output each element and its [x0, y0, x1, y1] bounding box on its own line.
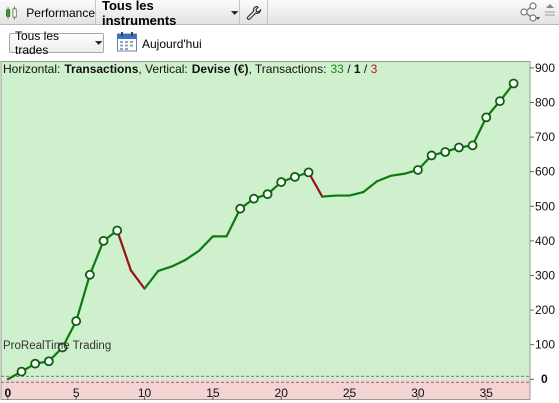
y-tick-label: 500 [535, 199, 555, 213]
instruments-label: Tous les instruments [102, 0, 177, 28]
trade-point [248, 193, 259, 204]
x-tick-label: 35 [480, 386, 494, 400]
equity-segment [143, 269, 160, 290]
trades-filter-dropdown[interactable]: Tous les trades [9, 29, 104, 57]
trade-point [16, 366, 27, 377]
dropdown-arrow-icon [230, 10, 239, 15]
calendar-icon [117, 32, 137, 52]
equity-segment [157, 265, 173, 273]
y-tick-label: 0 [541, 372, 548, 386]
y-tick-label: 300 [535, 268, 555, 282]
equity-segment [88, 239, 105, 276]
share-button[interactable] [519, 2, 541, 22]
x-tick-label: 0 [4, 386, 11, 400]
wrench-icon [246, 5, 261, 20]
x-tick-label: 25 [343, 386, 357, 400]
instruments-dropdown[interactable]: Tous les instruments [96, 0, 240, 28]
equity-segment [170, 258, 187, 268]
equity-segment [198, 235, 214, 252]
trade-point [289, 171, 300, 182]
equity-segment [225, 207, 242, 238]
y-tick-label: 100 [535, 338, 555, 352]
trade-point [426, 150, 437, 161]
trade-point [57, 342, 68, 353]
equity-segment [389, 172, 406, 177]
date-picker-button[interactable] [116, 31, 138, 53]
trade-point [112, 225, 123, 236]
scroll-arrows-icon [545, 4, 555, 16]
trade-point [71, 316, 82, 327]
trade-point [440, 147, 451, 157]
performance-label: Performance [26, 5, 95, 20]
equity-segment [61, 320, 78, 349]
performance-tab[interactable]: Performance [0, 0, 96, 25]
x-tick-label: 20 [275, 386, 289, 400]
trade-point [454, 142, 464, 153]
loss-zone-background [1, 379, 530, 400]
trade-point [481, 112, 492, 123]
x-tick-label: 10 [138, 386, 152, 400]
date-label: Aujourd'hui [142, 37, 202, 51]
filter-toolbar: Tous les trades Aujourd'hui [0, 25, 559, 61]
y-tick-label: 600 [535, 165, 555, 179]
trades-filter-label: Tous les trades [15, 29, 60, 57]
y-tick-label: 800 [535, 96, 555, 110]
equity-curve-chart: 0 100 200 300 400 500 600 700 800 900 0 5 10 15 20 25 3… [0, 61, 555, 400]
equity-segment [75, 273, 91, 323]
profit-zone-background [1, 61, 530, 380]
performance-chart: 0 100 200 300 400 500 600 700 800 900 0 5 10 15 20 25 3… [0, 61, 559, 400]
panel-scroll-handle[interactable] [543, 2, 557, 22]
equity-segment [348, 191, 365, 197]
x-tick-label: 30 [411, 386, 425, 400]
equity-segment [362, 180, 379, 194]
y-tick-label: 400 [535, 234, 555, 248]
equity-segment [471, 116, 488, 147]
settings-button[interactable] [240, 0, 268, 25]
trade-point [276, 177, 287, 187]
x-tick-label: 5 [73, 386, 80, 400]
trade-point [262, 189, 273, 200]
x-tick-label: 15 [206, 386, 220, 400]
candlestick-icon [6, 5, 17, 20]
equity-segment [375, 174, 392, 183]
watermark-label: ProRealTime Trading [3, 340, 111, 352]
trade-point [98, 235, 109, 246]
y-tick-label: 200 [535, 303, 555, 317]
dropdown-arrow-icon [94, 40, 103, 45]
share-icon [520, 2, 540, 22]
y-tick-label: 700 [535, 130, 555, 144]
trade-point [235, 203, 246, 214]
trade-point [467, 140, 478, 151]
y-tick-label: 900 [535, 61, 555, 75]
trade-point [508, 78, 519, 89]
losing-segment [116, 229, 132, 272]
losing-segment [129, 269, 146, 290]
chart-header: Horizontal: Transactions, Vertical: Devise… [3, 62, 378, 76]
trade-point [495, 96, 505, 107]
top-toolbar: Performance Tous les instruments [0, 0, 559, 28]
equity-segment [321, 194, 337, 198]
trade-point [84, 269, 95, 280]
equity-segment [184, 249, 201, 262]
trade-point [413, 165, 423, 175]
trade-point [303, 167, 314, 178]
trade-point [43, 356, 54, 367]
trade-point [30, 358, 41, 369]
